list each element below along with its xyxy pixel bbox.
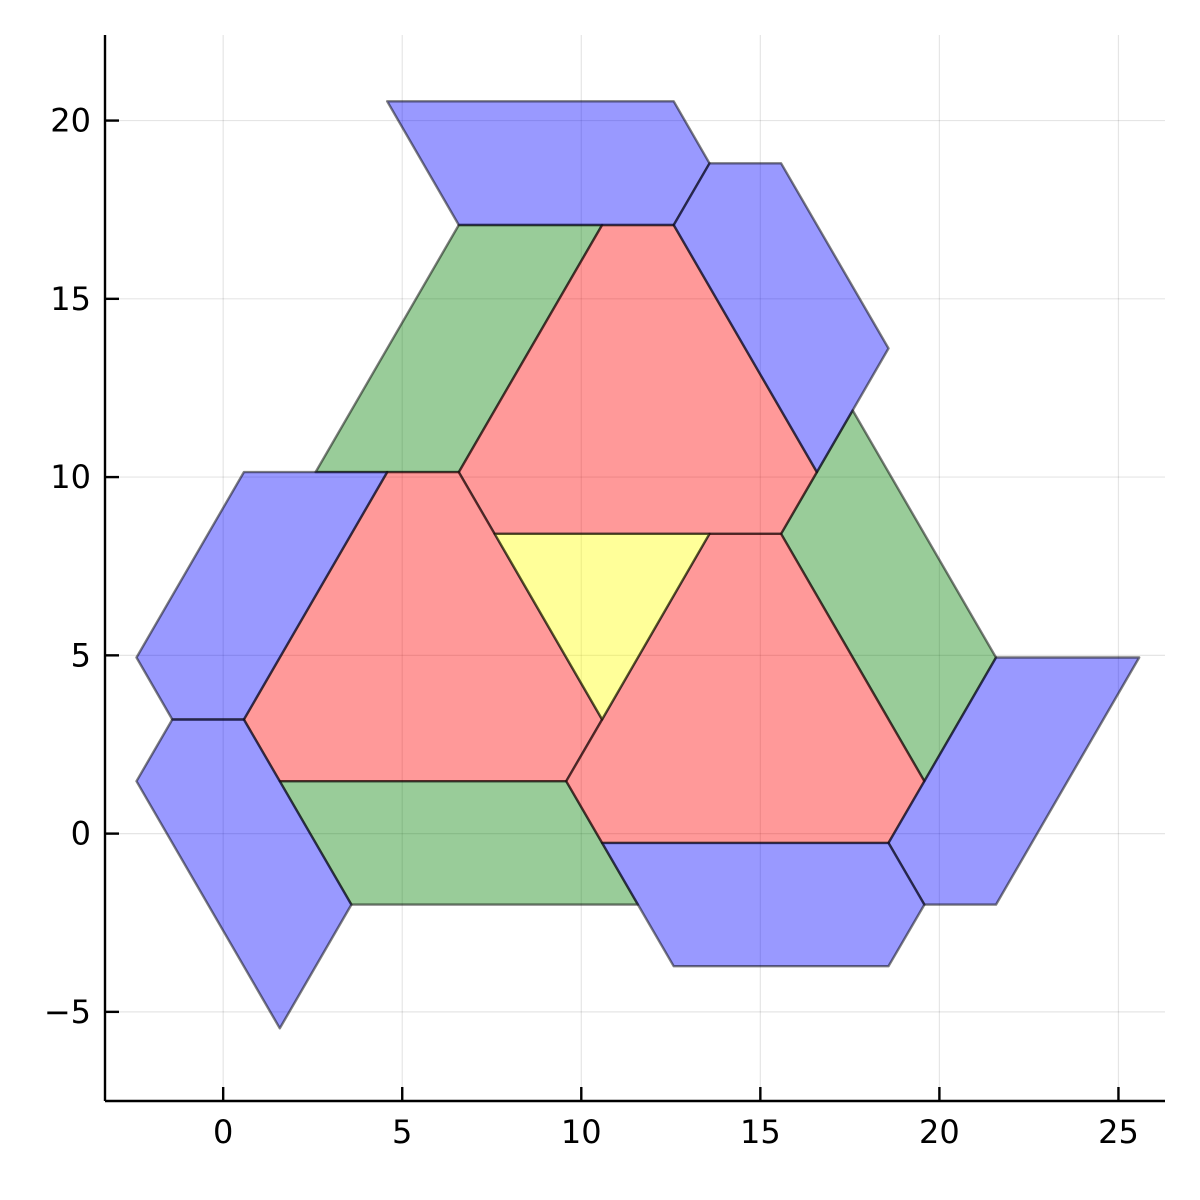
grid-lines (105, 35, 1165, 1101)
blue-polygon-13 (600, 841, 926, 968)
x-tick-label: 15 (740, 1113, 781, 1151)
y-tick-label: 10 (50, 458, 91, 496)
y-tick-label: 0 (71, 815, 91, 853)
blue-polygon-12 (887, 656, 1141, 906)
y-tick-label: −5 (44, 993, 91, 1031)
blue-polygon-9 (672, 162, 890, 474)
yellow-polygon-7 (493, 532, 711, 721)
polygon-layer (135, 100, 1141, 1030)
x-tick-label: 0 (213, 1113, 233, 1151)
x-tick-label: 20 (919, 1113, 960, 1151)
axes (103, 35, 1165, 1103)
tick-marks-and-labels: 0 5 10 15 20 25 −5 0 5 10 15 20 (44, 102, 1139, 1151)
y-tick-label: 20 (50, 102, 91, 140)
x-tick-label: 5 (392, 1113, 412, 1151)
blue-polygon-8 (386, 100, 711, 227)
x-tick-label: 25 (1098, 1113, 1139, 1151)
x-tick-label: 10 (561, 1113, 602, 1151)
y-tick-label: 15 (50, 280, 91, 318)
blue-polygon-11 (135, 718, 353, 1030)
y-tick-label: 5 (71, 636, 91, 674)
